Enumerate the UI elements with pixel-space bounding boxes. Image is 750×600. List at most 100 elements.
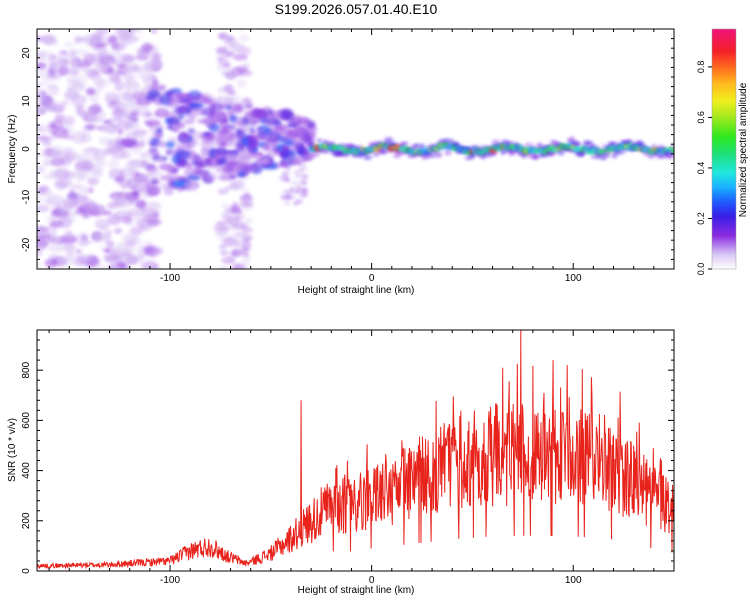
spectrogram-cell — [146, 59, 154, 65]
spectrogram-cell — [272, 147, 281, 154]
spectrogram-cell — [158, 158, 165, 163]
spectrogram-cell — [264, 133, 277, 142]
spectrogram-cell — [61, 244, 76, 251]
spectrogram-cell — [301, 174, 308, 180]
spectrogram-cell — [46, 84, 59, 90]
spectrogram-cell — [226, 139, 237, 148]
spectrogram-cell — [160, 175, 173, 181]
spectrogram-cell — [262, 144, 271, 150]
spectrogram-cell — [132, 106, 151, 115]
spectrogram-cell — [223, 219, 232, 224]
spectrogram-cell — [145, 119, 161, 127]
spectrogram-cell — [69, 83, 84, 94]
spectrogram-cell — [645, 146, 651, 150]
spectrogram-cell — [111, 194, 126, 202]
spectrogram-cell — [56, 177, 72, 188]
spectrogram-cell — [60, 255, 75, 266]
spectrogram-cell — [229, 174, 238, 179]
spectrogram-cell — [280, 108, 294, 121]
spectrogram-cell — [282, 189, 291, 194]
spectrogram-cell — [178, 131, 189, 142]
spectrogram-cell — [168, 146, 175, 154]
spectrogram-cell — [68, 216, 76, 222]
spectrogram-cell — [94, 218, 111, 230]
spectrogram-cell — [149, 140, 159, 146]
spectrogram-y-tick-label: 10 — [21, 95, 32, 107]
snr-series-line — [37, 330, 674, 570]
spectrogram-cell — [608, 141, 618, 146]
spectrogram-cell — [419, 143, 426, 150]
spectrogram-cell — [117, 128, 124, 135]
spectrogram-cell — [37, 236, 50, 247]
spectrogram-cell — [297, 194, 304, 199]
spectrogram-cell — [125, 253, 138, 264]
spectrogram-cell — [63, 238, 74, 246]
spectrogram-cell — [92, 34, 109, 44]
spectrogram-cell — [42, 141, 51, 148]
spectrogram-cell — [101, 123, 113, 135]
spectrogram-cell — [184, 181, 193, 190]
spectrogram-cell — [113, 210, 133, 221]
spectrogram-cell — [131, 29, 140, 32]
spectrogram-cell — [163, 187, 174, 196]
spectrogram-cell — [104, 90, 117, 99]
spectrogram-cell — [618, 150, 625, 155]
spectrogram-cell — [106, 67, 114, 74]
spectrogram-cell — [491, 139, 501, 145]
spectrogram-cell — [285, 165, 291, 170]
spectrogram-cell — [74, 48, 89, 56]
spectrogram-cell — [136, 48, 150, 55]
spectrogram-cell — [137, 68, 147, 79]
spectrogram-cell — [92, 46, 102, 52]
spectrogram-cell — [116, 120, 134, 130]
spectrogram-cell — [237, 171, 246, 178]
spectrogram-cell — [79, 37, 88, 42]
spectrogram-cell — [671, 148, 674, 153]
spectrogram-cell — [252, 118, 261, 124]
spectrogram-cell — [670, 143, 674, 149]
spectrogram-cell — [243, 192, 251, 199]
spectrogram-cell — [284, 139, 293, 147]
spectrogram-cell — [76, 189, 88, 197]
spectrogram-cell — [235, 231, 248, 238]
spectrogram-cell — [293, 189, 301, 194]
snr-x-tick-label: -100 — [160, 575, 180, 586]
colorbar-label: Normalized spectral amplitude — [738, 82, 749, 217]
spectrogram-cell — [213, 223, 229, 232]
spectrogram-cell — [129, 226, 144, 235]
spectrogram-cell — [443, 138, 450, 144]
spectrogram-cell — [242, 187, 248, 193]
spectrogram-cell — [126, 62, 139, 71]
spectrogram-cell — [133, 172, 141, 176]
spectrogram-cell — [109, 100, 118, 107]
colorbar-tick-label: 0.4 — [696, 162, 706, 175]
spectrogram-cell — [73, 195, 82, 200]
spectrogram-cell — [232, 263, 247, 269]
spectrogram-cell — [217, 188, 229, 195]
spectrogram-cell — [151, 52, 162, 60]
spectrogram-cell — [145, 165, 159, 173]
spectrogram-cell — [185, 161, 193, 169]
spectrogram-cell — [166, 141, 175, 148]
spectrogram-cell — [284, 169, 292, 175]
spectrogram-cell — [48, 235, 64, 244]
spectrogram-cell — [242, 227, 254, 233]
spectrogram-cell — [221, 164, 232, 171]
spectrogram-x-tick-label: -100 — [160, 273, 180, 284]
spectrogram-cell — [44, 39, 59, 46]
snr-y-label: SNR (10 * v/v) — [7, 418, 18, 482]
spectrogram-cell — [94, 265, 108, 269]
spectrogram-cell — [37, 96, 42, 103]
spectrogram-cell — [136, 98, 152, 107]
spectrogram-cell — [216, 230, 227, 237]
spectrogram-cell — [257, 130, 267, 139]
spectrogram-cell — [298, 162, 307, 169]
spectrogram-cell — [223, 84, 234, 93]
spectrogram-cell — [37, 197, 44, 204]
spectrogram-cell — [93, 148, 106, 162]
spectrogram-cell — [236, 78, 247, 89]
spectrogram-cell — [171, 154, 181, 164]
spectrogram-cell — [64, 230, 73, 235]
spectrogram-cell — [143, 264, 155, 269]
